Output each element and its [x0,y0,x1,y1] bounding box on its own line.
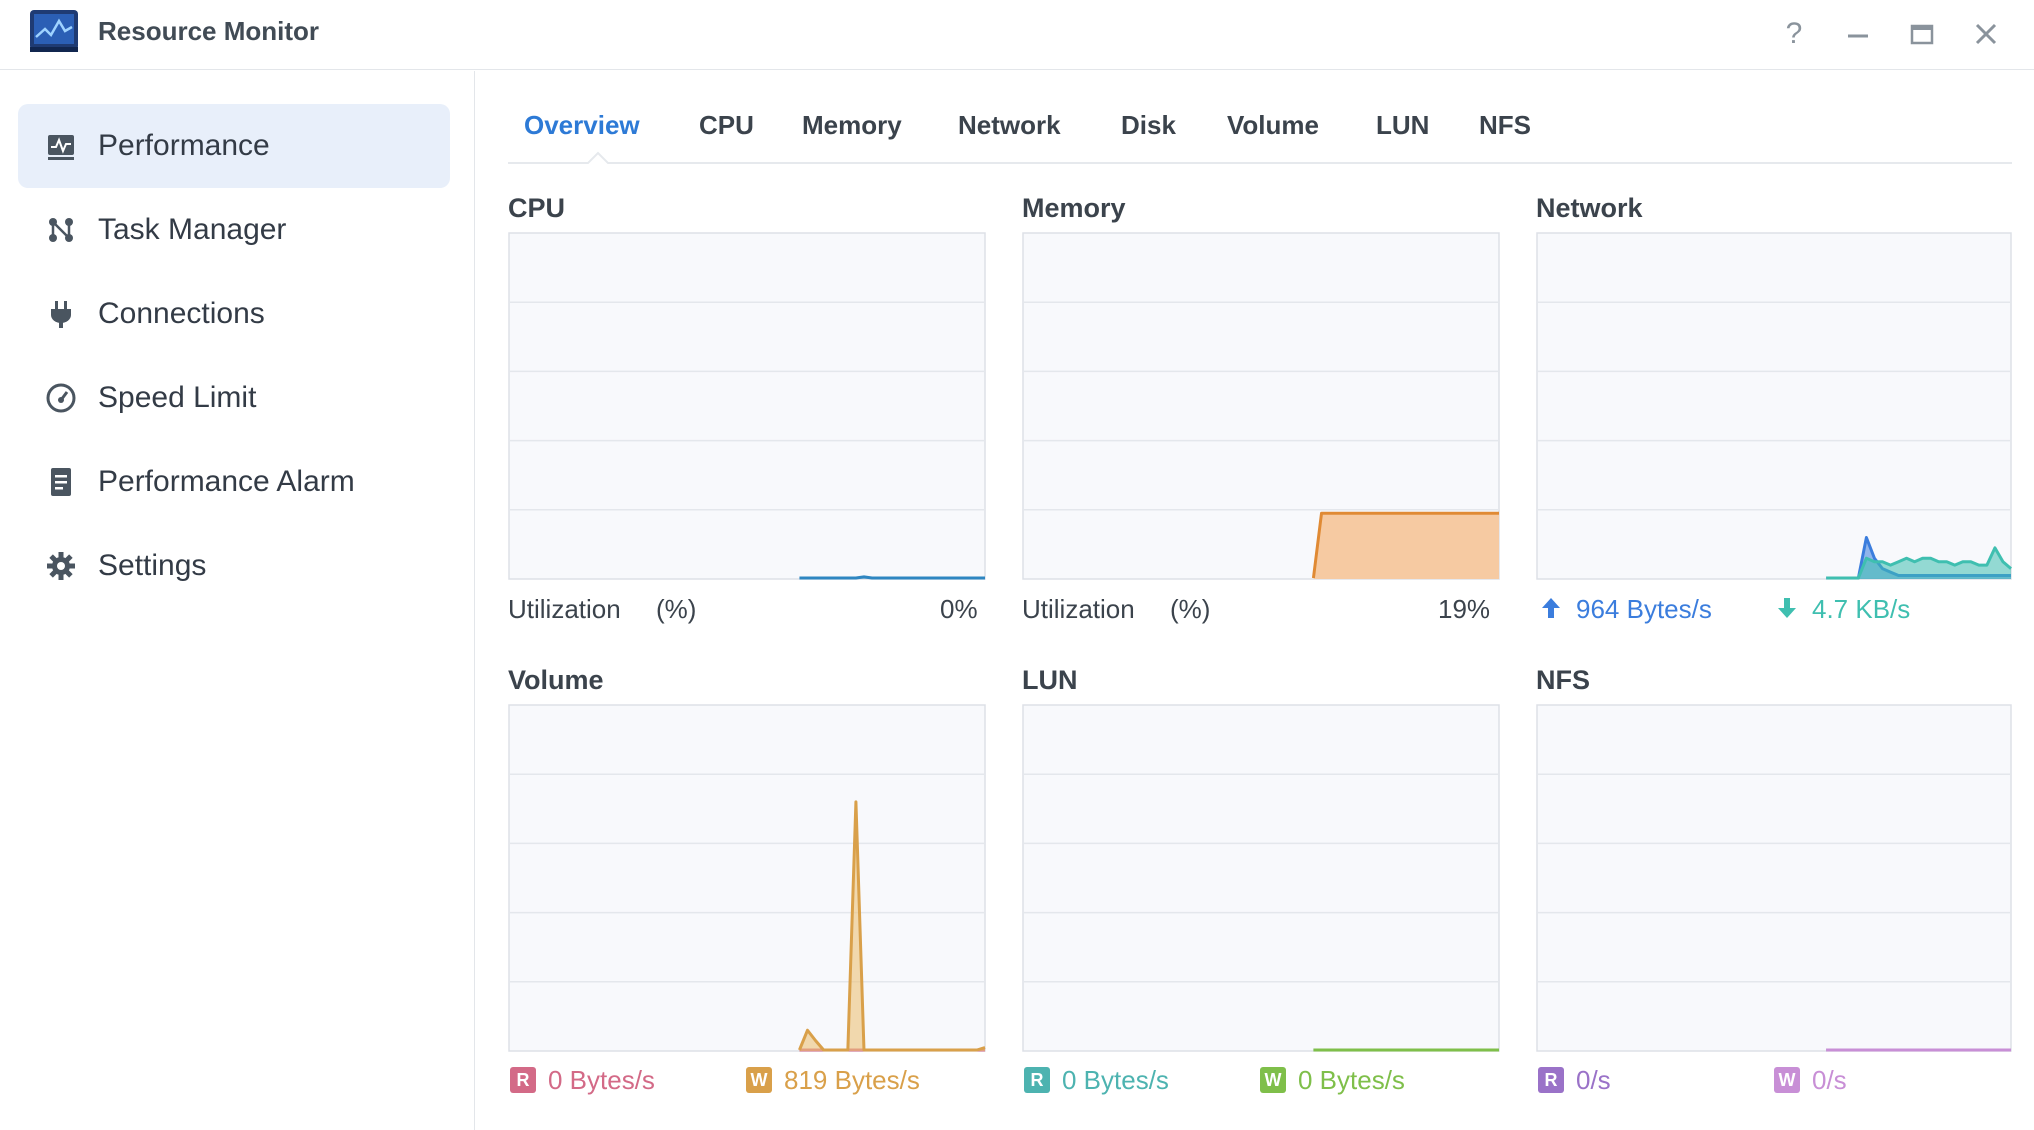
chart-plot-area [508,704,986,1052]
lun-chart [1022,704,1500,1052]
network-panel-title: Network [1536,193,1643,223]
nfs-write-badge: W [1774,1067,1800,1093]
volume-chart [508,704,986,1052]
sidebar-item-label: Performance Alarm [98,465,355,498]
minimize-button[interactable] [1838,14,1878,54]
network-chart [1536,232,2012,580]
cpu-utilization-value: 0% [940,594,978,624]
maximize-button[interactable] [1902,14,1942,54]
lun-write-value: 0 Bytes/s [1298,1065,1405,1095]
volume-read-value: 0 Bytes/s [548,1065,655,1095]
help-button[interactable]: ? [1785,17,1803,50]
close-button[interactable] [1966,14,2006,54]
cpu-utilization-unit: (%) [656,594,697,624]
cpu-chart [508,232,986,580]
tab-nfs[interactable]: NFS [1479,110,1531,140]
download-arrow-icon [1778,598,1796,618]
active-tab-indicator [587,151,609,164]
sidebar-item-label: Settings [98,549,207,582]
sidebar-item-task-manager[interactable]: Task Manager [18,188,450,272]
network-upload-value: 964 Bytes/s [1576,594,1712,624]
nfs-chart [1536,704,2012,1052]
volume-write-value: 819 Bytes/s [784,1065,920,1095]
plug-icon [51,301,71,328]
window-title: Resource Monitor [98,16,320,46]
sidebar: Performance Task Manager Connections Spe… [0,71,475,1130]
performance-icon [48,135,74,160]
volume-panel-title: Volume [508,665,604,695]
close-icon [1975,23,1997,45]
tab-network[interactable]: Network [958,110,1061,140]
memory-panel-title: Memory [1022,193,1126,223]
sidebar-item-connections[interactable]: Connections [18,272,450,356]
volume-read-badge: R [510,1067,536,1093]
sidebar-item-settings[interactable]: Settings [18,524,450,608]
memory-chart [1022,232,1500,580]
memory-utilization-unit: (%) [1170,594,1211,624]
tab-lun[interactable]: LUN [1376,110,1430,140]
lun-write-badge: W [1260,1067,1286,1093]
chart-plot-area [508,232,986,580]
tab-overview[interactable]: Overview [524,110,640,140]
lun-read-badge: R [1024,1067,1050,1093]
volume-series-2-line [798,800,986,1052]
tab-cpu[interactable]: CPU [699,110,754,140]
memory-utilization-label: Utilization [1022,594,1135,624]
chart-plot-area [1536,232,2012,580]
network-series-2-line [1826,546,2012,580]
upload-arrow-icon [1542,598,1560,618]
chart-plot-area [1022,704,1500,1052]
nfs-read-value: 0/s [1576,1065,1611,1095]
lun-panel-title: LUN [1022,665,1078,695]
minimize-icon [1848,34,1868,38]
sidebar-item-label: Connections [98,297,265,330]
gear-icon [47,552,75,580]
tab-bar: Overview CPU Memory Network Disk Volume … [508,92,2012,164]
sidebar-item-label: Performance [98,129,270,162]
resource-monitor-app-icon [30,10,78,52]
sidebar-item-performance-alarm[interactable]: Performance Alarm [18,440,450,524]
sidebar-item-label: Task Manager [98,213,287,246]
tab-volume[interactable]: Volume [1227,110,1319,140]
task-manager-icon [49,218,73,242]
nfs-read-badge: R [1538,1067,1564,1093]
nfs-write-value: 0/s [1812,1065,1847,1095]
memory-series-1-area [1313,513,1499,579]
lun-read-value: 0 Bytes/s [1062,1065,1169,1095]
sidebar-item-performance[interactable]: Performance [18,104,450,188]
cpu-panel-title: CPU [508,193,566,223]
volume-write-badge: W [746,1067,772,1093]
memory-utilization-value: 19% [1438,594,1491,624]
sidebar-item-label: Speed Limit [98,381,257,414]
cpu-utilization-label: Utilization [508,594,621,624]
sidebar-item-speed-limit[interactable]: Speed Limit [18,356,450,440]
cpu-series-1-line [799,575,985,580]
chart-plot-area [1536,704,2012,1052]
speedometer-icon [46,383,76,413]
tab-disk[interactable]: Disk [1121,110,1176,140]
network-series-2-area [1826,547,2011,579]
title-bar: Resource Monitor ? [0,0,2034,70]
tab-memory[interactable]: Memory [802,110,902,140]
alarm-document-icon [51,468,71,496]
maximize-icon [1910,24,1934,45]
memory-series-1-line [1311,511,1499,579]
network-download-value: 4.7 KB/s [1812,594,1911,624]
nfs-panel-title: NFS [1536,665,1590,695]
